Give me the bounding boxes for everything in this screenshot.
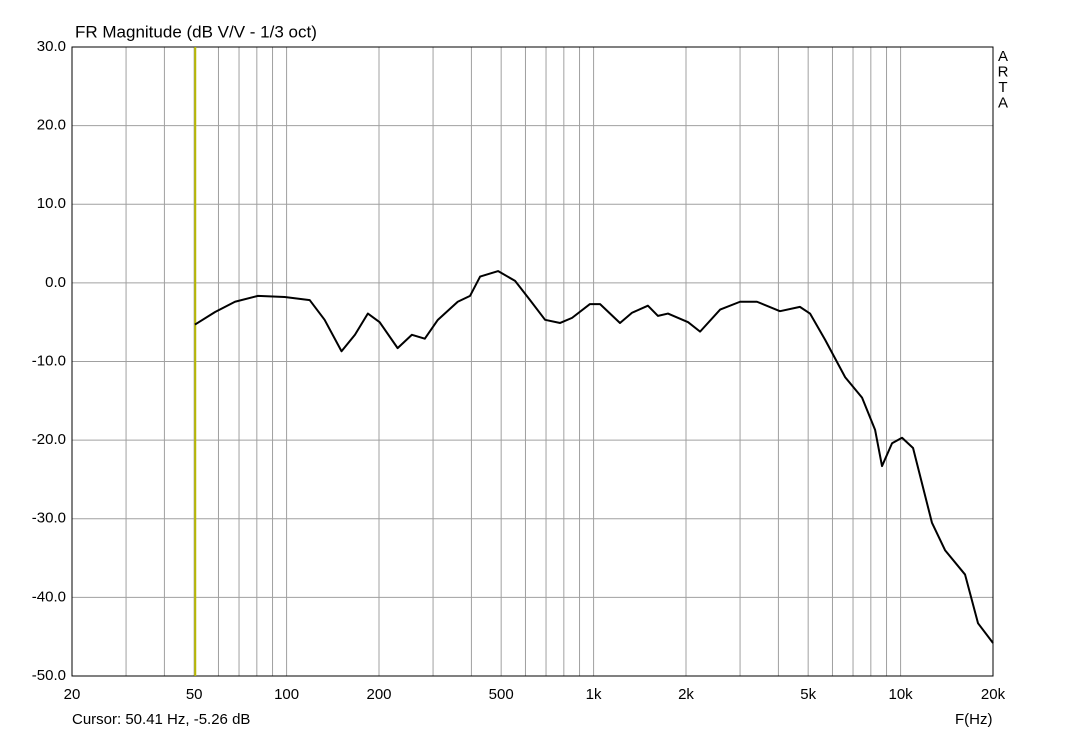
x-tick-label: 10k <box>888 686 913 703</box>
x-tick-label: 50 <box>186 686 203 703</box>
x-tick-label: 100 <box>274 686 299 703</box>
y-tick-label: -40.0 <box>32 588 66 605</box>
x-tick-label: 200 <box>366 686 391 703</box>
x-tick-label: 20 <box>64 686 81 703</box>
x-axis-label: F(Hz) <box>955 711 993 728</box>
x-tick-label: 20k <box>981 686 1006 703</box>
y-tick-label: -20.0 <box>32 431 66 448</box>
y-tick-label: -10.0 <box>32 352 66 369</box>
y-tick-label: -30.0 <box>32 510 66 527</box>
y-tick-label: 20.0 <box>37 117 66 134</box>
chart-title: FR Magnitude (dB V/V - 1/3 oct) <box>75 22 317 41</box>
x-tick-label: 500 <box>489 686 514 703</box>
x-tick-label: 1k <box>586 686 602 703</box>
x-tick-label: 5k <box>800 686 816 703</box>
y-tick-label: 30.0 <box>37 38 66 55</box>
curve <box>194 270 994 644</box>
x-tick-label: 2k <box>678 686 694 703</box>
y-tick-label: -50.0 <box>32 667 66 684</box>
y-tick-label: 0.0 <box>45 274 66 291</box>
plot-frame <box>71 46 994 677</box>
cursor-readout: Cursor: 50.41 Hz, -5.26 dB <box>72 711 250 728</box>
y-tick-label: 10.0 <box>37 195 66 212</box>
